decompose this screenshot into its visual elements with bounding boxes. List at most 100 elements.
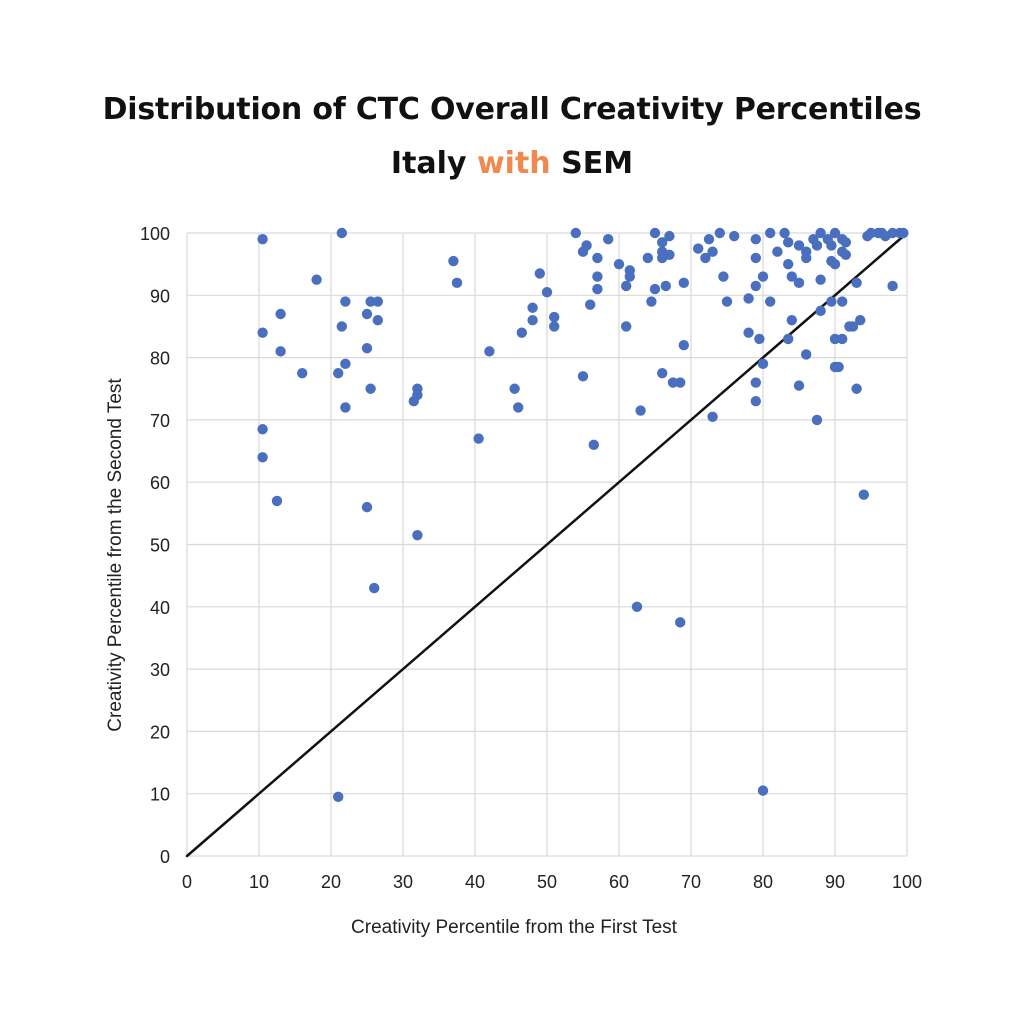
- data-point: [624, 271, 635, 282]
- data-point: [837, 333, 848, 345]
- data-point: [664, 249, 675, 261]
- data-point: [675, 617, 686, 628]
- data-point: [592, 252, 603, 264]
- data-point: [829, 333, 841, 345]
- data-point: [361, 501, 373, 513]
- data-point: [340, 402, 351, 413]
- y-tick-label: 10: [150, 785, 170, 805]
- data-point: [667, 377, 679, 388]
- data-point: [786, 271, 797, 282]
- data-point: [549, 311, 560, 323]
- data-point: [275, 308, 286, 320]
- data-point: [750, 280, 761, 292]
- data-point: [887, 227, 898, 239]
- y-tick-label: 90: [150, 286, 170, 306]
- data-point: [585, 299, 596, 310]
- data-point: [451, 277, 463, 289]
- data-point: [826, 296, 837, 307]
- data-point: [765, 227, 776, 239]
- data-point: [898, 227, 909, 239]
- data-point: [336, 227, 347, 239]
- data-point: [649, 283, 661, 295]
- data-point: [847, 321, 859, 332]
- data-point: [621, 280, 632, 292]
- data-point: [577, 371, 589, 382]
- data-point: [754, 333, 765, 345]
- data-point: [837, 296, 848, 307]
- data-point: [772, 246, 783, 257]
- data-point: [743, 327, 754, 338]
- data-point: [793, 380, 805, 391]
- data-point: [448, 255, 459, 267]
- data-point: [271, 495, 283, 507]
- data-point: [840, 237, 851, 248]
- y-tick-label: 40: [150, 598, 170, 618]
- data-point: [333, 791, 344, 803]
- data-point: [570, 227, 581, 239]
- data-point: [693, 243, 704, 254]
- data-point: [801, 252, 812, 264]
- data-point: [858, 489, 869, 500]
- data-point: [664, 230, 675, 242]
- data-point: [750, 252, 761, 264]
- data-point: [257, 234, 268, 245]
- data-point: [833, 361, 844, 373]
- data-point: [642, 252, 653, 264]
- data-point: [714, 227, 725, 239]
- data-point: [361, 343, 373, 354]
- chart-title: Distribution of CTC Overall Creativity P…: [0, 86, 1024, 188]
- data-point: [855, 315, 866, 326]
- x-tick-label: 100: [892, 872, 922, 892]
- data-point: [783, 333, 794, 345]
- chart-title-line1: Distribution of CTC Overall Creativity P…: [102, 92, 922, 127]
- x-tick-label: 10: [249, 872, 269, 892]
- data-point: [336, 321, 347, 332]
- data-point: [703, 234, 715, 245]
- data-point: [750, 234, 761, 245]
- y-axis-label: Creativity Percentile from the Second Te…: [105, 378, 126, 732]
- data-point: [865, 227, 877, 239]
- data-point: [826, 240, 837, 251]
- data-point: [801, 349, 812, 360]
- data-point: [333, 367, 344, 379]
- x-tick-label: 70: [681, 872, 701, 892]
- data-point: [829, 227, 841, 239]
- data-point: [408, 396, 419, 407]
- y-tick-label: 0: [160, 847, 170, 867]
- data-point: [660, 280, 671, 292]
- x-tick-label: 20: [321, 872, 341, 892]
- data-point: [811, 414, 823, 426]
- chart-title-line2: Italy with SEM: [0, 140, 1024, 188]
- x-tick-label: 0: [182, 872, 192, 892]
- data-point: [412, 529, 423, 541]
- data-point: [257, 327, 268, 338]
- y-tick-label: 50: [150, 536, 170, 556]
- data-point: [793, 277, 805, 289]
- data-point: [675, 377, 686, 388]
- data-point: [509, 383, 520, 394]
- x-tick-label: 40: [465, 872, 485, 892]
- data-point: [811, 240, 823, 251]
- data-point: [513, 402, 524, 413]
- data-point: [786, 315, 797, 326]
- data-point: [779, 227, 790, 239]
- data-point: [592, 283, 603, 295]
- data-point: [516, 327, 527, 338]
- data-point: [631, 601, 643, 612]
- data-point: [757, 271, 769, 282]
- data-point: [657, 237, 668, 248]
- data-point: [621, 321, 632, 332]
- data-point: [534, 268, 545, 279]
- data-point: [840, 249, 851, 261]
- data-point: [527, 315, 538, 326]
- data-point: [743, 293, 754, 304]
- x-tick-label: 50: [537, 872, 557, 892]
- data-point: [707, 246, 718, 257]
- data-point: [678, 277, 689, 289]
- data-point: [783, 258, 794, 270]
- data-point: [257, 452, 268, 463]
- data-point: [365, 296, 376, 307]
- data-point: [851, 383, 862, 394]
- data-point: [793, 240, 805, 251]
